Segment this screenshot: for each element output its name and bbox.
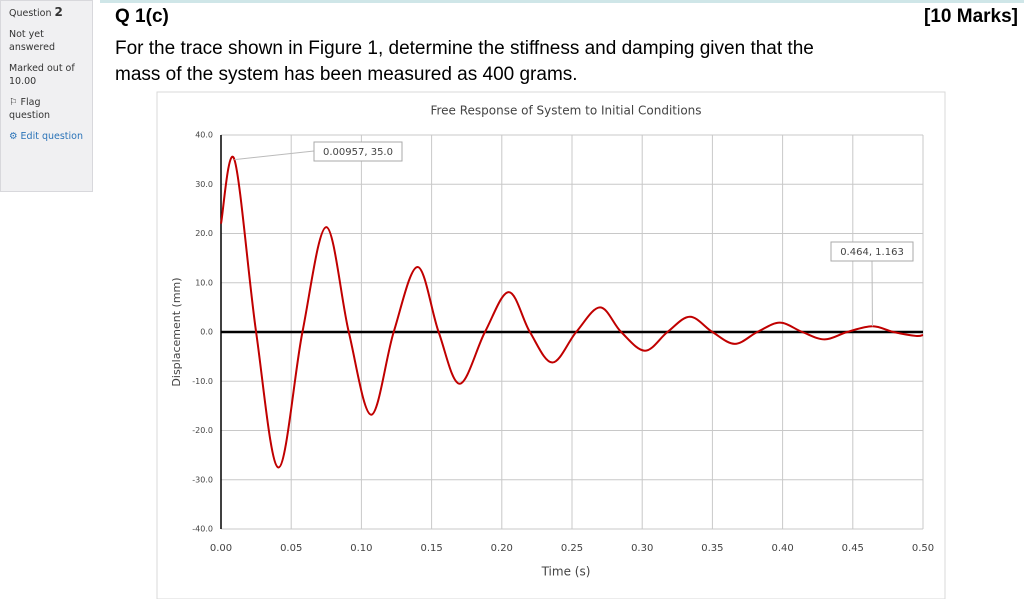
- status: Not yet answered: [9, 29, 55, 53]
- flag[interactable]: ⚐ Flag question: [9, 97, 51, 121]
- question-number: Question 2: [9, 6, 84, 20]
- x-axis-label: Time (s): [541, 565, 591, 579]
- x-tick-label: 0.50: [912, 543, 934, 554]
- x-tick-label: 0.00: [210, 543, 232, 554]
- flag-text[interactable]: Flag question: [9, 97, 51, 121]
- chart-title: Free Response of System to Initial Condi…: [430, 104, 701, 118]
- x-tick-label: 0.10: [350, 543, 372, 554]
- y-tick-label: 30.0: [195, 180, 213, 189]
- y-tick-label: -30.0: [192, 475, 213, 484]
- x-tick-label: 0.25: [561, 543, 583, 554]
- x-tick-label: 0.35: [701, 543, 723, 554]
- x-tick-label: 0.15: [420, 543, 442, 554]
- y-tick-label: -40.0: [192, 525, 213, 534]
- x-tick-label: 0.45: [842, 543, 864, 554]
- marks: [10 Marks]: [924, 6, 1018, 27]
- y-tick-label: 10.0: [195, 278, 213, 287]
- x-tick-label: 0.40: [771, 543, 793, 554]
- annotation-label: 0.00957, 35.0: [323, 147, 393, 158]
- y-tick-label: -20.0: [192, 426, 213, 435]
- y-tick-label: 20.0: [195, 229, 213, 238]
- leader-line: [234, 150, 315, 161]
- data-line: [220, 155, 924, 469]
- edit-text[interactable]: Edit question: [20, 131, 84, 142]
- y-tick-label: 40.0: [195, 131, 213, 140]
- y-tick-label: 0.0: [200, 328, 213, 337]
- number: 2: [54, 5, 63, 19]
- question-label: Question: [9, 8, 52, 19]
- y-axis-label: Displacement (mm): [170, 277, 183, 386]
- sidebar: Question 2 Not yet answered Marked out o…: [0, 0, 93, 192]
- x-tick-label: 0.20: [491, 543, 513, 554]
- x-tick-label: 0.05: [280, 543, 302, 554]
- question-line: For the trace shown in Figure 1, determi…: [115, 38, 814, 59]
- annotation-box: [313, 141, 403, 162]
- top-bar: [100, 0, 1024, 3]
- marked: Marked out of 10.00: [9, 63, 75, 87]
- y-tick-label: -10.0: [192, 377, 213, 386]
- annotation-label: 0.464, 1.163: [840, 247, 904, 258]
- question-line: mass of the system has been measured as …: [115, 64, 578, 85]
- chart-frame: [156, 91, 946, 599]
- question-id: Q 1(c): [115, 6, 169, 27]
- edit[interactable]: ⚙ Edit question: [9, 131, 84, 142]
- annotation-box: [830, 241, 914, 262]
- x-tick-label: 0.30: [631, 543, 653, 554]
